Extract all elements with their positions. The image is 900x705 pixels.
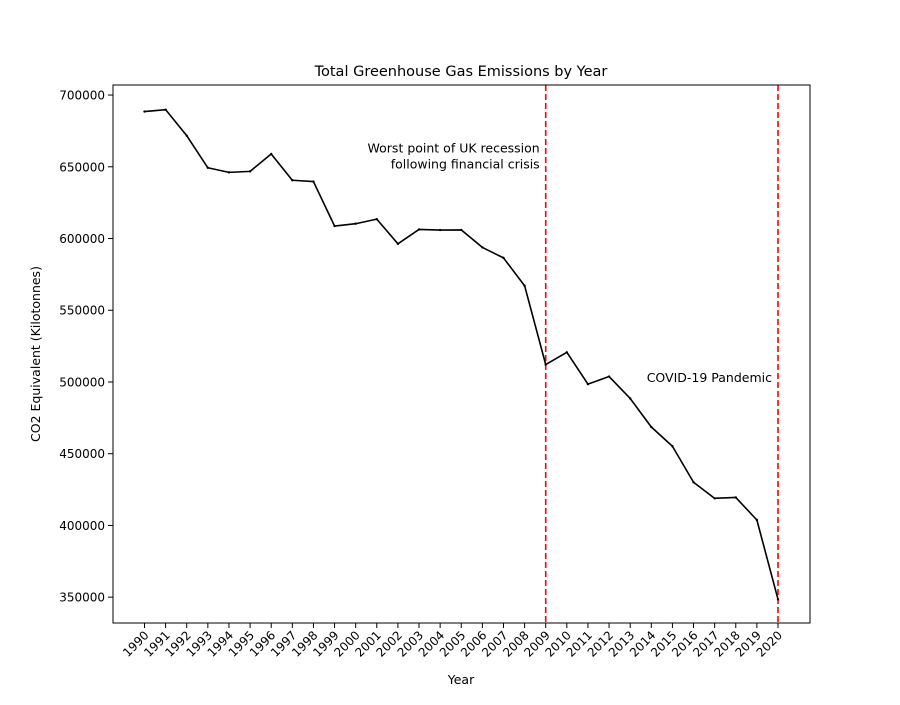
data-point: [650, 425, 653, 429]
data-point: [776, 598, 780, 601]
y-tick-label: 550000: [59, 304, 105, 318]
y-axis-label: CO2 Equivalent (Kilotonnes): [28, 266, 43, 442]
y-tick-label: 400000: [59, 519, 105, 533]
annotation-covid: COVID-19 Pandemic: [647, 370, 772, 385]
data-point: [671, 445, 674, 448]
annotation-recession: following financial crisis: [391, 156, 540, 171]
data-point: [417, 228, 421, 231]
reference-lines: [544, 85, 779, 623]
y-tick-label: 500000: [59, 375, 105, 389]
x-axis-label: Year: [447, 672, 475, 687]
data-point: [312, 180, 315, 183]
y-tick-label: 350000: [59, 591, 105, 605]
data-point: [565, 351, 569, 354]
data-point: [164, 108, 167, 111]
plot-area-frame: [112, 84, 811, 624]
series-layer: [143, 108, 780, 601]
data-point: [185, 134, 188, 137]
y-tick-label: 650000: [59, 160, 105, 174]
y-tick-label: 450000: [59, 447, 105, 461]
data-point: [713, 497, 716, 500]
data-point: [628, 397, 632, 400]
y-tick-label: 700000: [59, 89, 105, 103]
data-point: [544, 363, 547, 366]
data-point: [523, 284, 526, 287]
data-point: [375, 217, 378, 221]
data-point: [481, 246, 484, 249]
data-point: [396, 242, 400, 246]
chart-title: Total Greenhouse Gas Emissions by Year: [314, 64, 608, 80]
data-point: [270, 152, 273, 156]
y-tick-label: 600000: [59, 232, 105, 246]
data-point: [333, 224, 336, 228]
data-point: [248, 170, 252, 173]
data-point: [692, 481, 695, 484]
data-point: [734, 496, 737, 499]
data-point: [206, 166, 210, 169]
annotation-recession: Worst point of UK recession: [368, 140, 540, 155]
data-point: [291, 179, 294, 182]
data-point: [438, 228, 442, 232]
data-point: [607, 375, 611, 378]
data-point: [502, 256, 505, 260]
series-line: [144, 108, 779, 600]
data-point: [354, 222, 357, 225]
data-point: [143, 110, 146, 113]
data-point: [755, 518, 759, 522]
data-point: [227, 171, 231, 174]
data-point: [586, 382, 590, 386]
data-point: [460, 228, 463, 232]
